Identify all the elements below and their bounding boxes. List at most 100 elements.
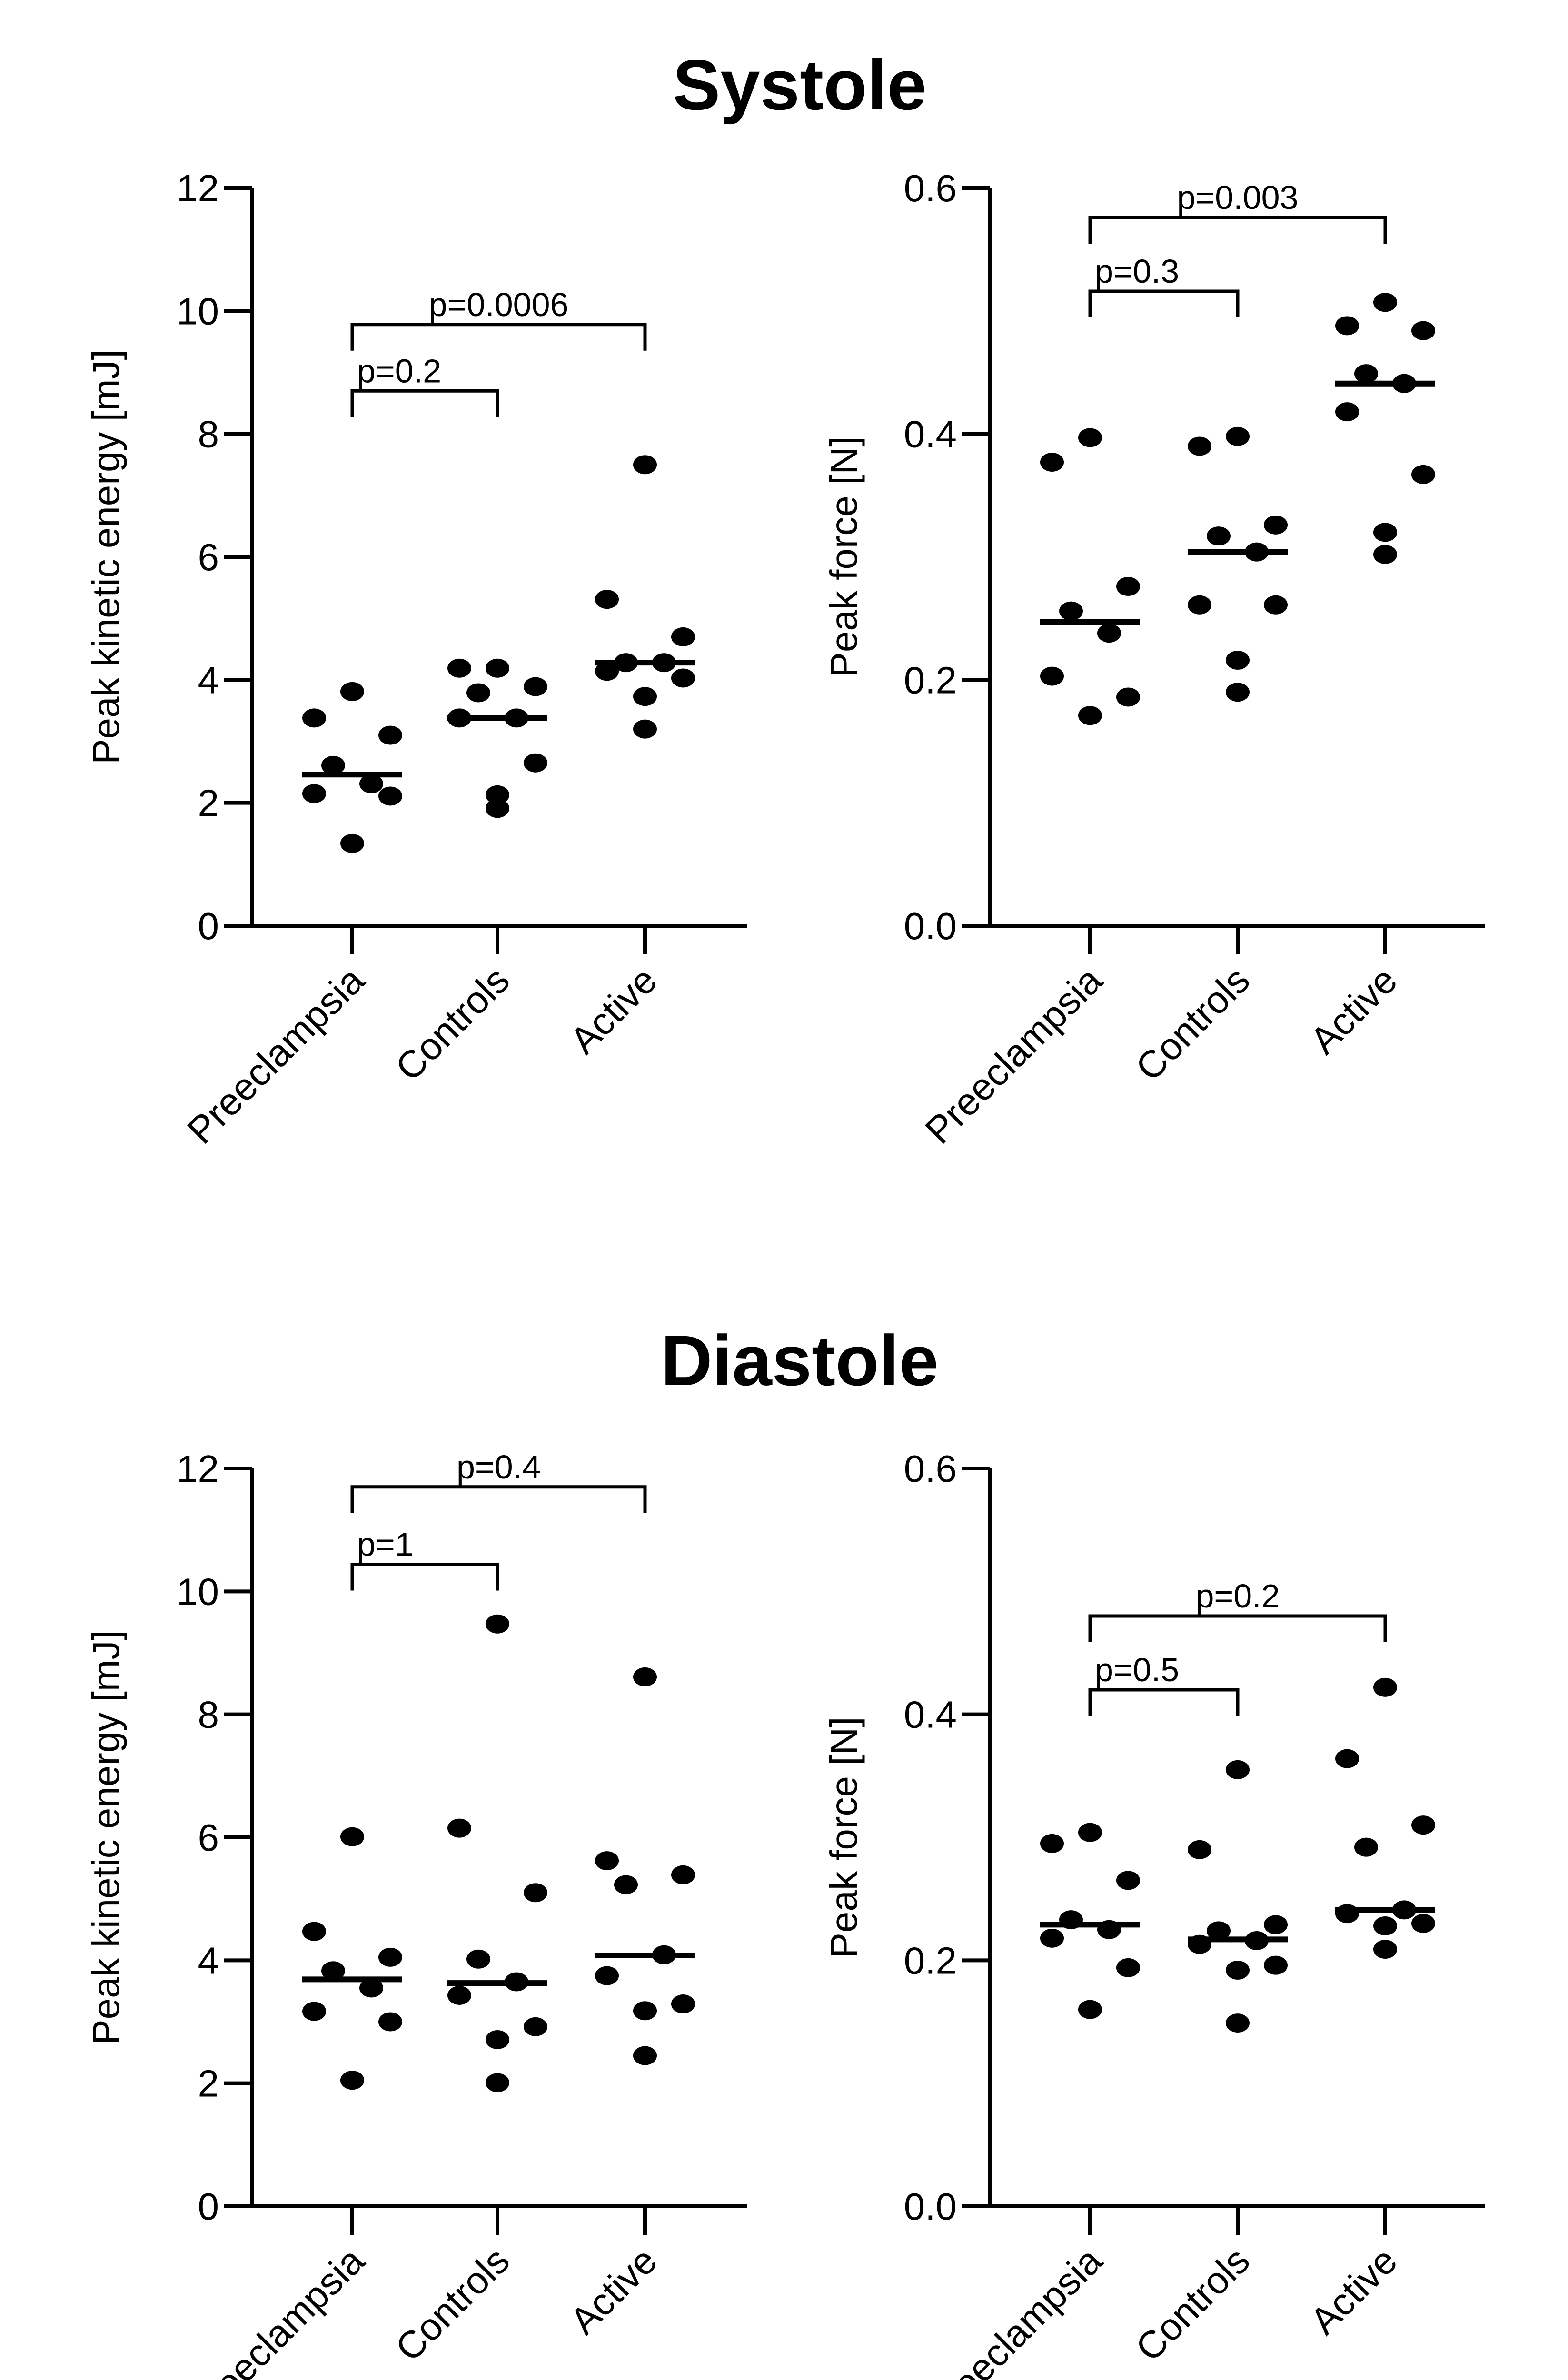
data-point-preeclampsia [1078, 428, 1102, 447]
data-point-controls [466, 683, 490, 703]
data-point-controls [486, 785, 509, 804]
data-point-controls [486, 2030, 509, 2049]
significance-bracket [350, 1563, 499, 1591]
data-point-preeclampsia [302, 708, 326, 728]
panel-systole-kinetic-energy: 0 2 4 6 8 10 12 Peak kinetic energy [mJ] Preecla… [85, 167, 747, 1152]
y-tick-label: 0.6 [904, 167, 957, 209]
data-point-preeclampsia [359, 774, 383, 793]
data-point-active [1373, 1940, 1397, 1959]
data-point-controls [1188, 436, 1211, 456]
significance-bracket [350, 323, 647, 351]
panel-systole-peak-force: 0.0 0.2 0.4 0.6 Peak force [N] Preeclampsia Co… [823, 167, 1485, 1152]
y-tick-label: 8 [198, 413, 219, 456]
data-point-controls [1207, 526, 1231, 546]
data-point-controls [1264, 515, 1288, 535]
data-point-active [671, 627, 695, 646]
y-axis-title: Peak kinetic energy [mJ] [85, 1630, 127, 2044]
data-point-controls [524, 677, 547, 696]
x-tick-label-active: Active [1302, 959, 1405, 1062]
y-tick-label: 0.0 [904, 2185, 957, 2228]
p-value-label: p=0.2 [357, 352, 441, 389]
data-point-preeclampsia [378, 786, 402, 806]
data-point-active [1411, 321, 1435, 340]
panel-diastole-peak-force: 0.0 0.2 0.4 0.6 Peak force [N] Preeclampsia Co… [823, 1448, 1485, 2380]
significance-bracket [1088, 216, 1387, 244]
y-tick-label: 0.4 [904, 413, 957, 456]
data-point-controls [1264, 1955, 1288, 1975]
data-point-controls [1226, 1961, 1250, 1980]
data-point-active [1411, 1914, 1435, 1933]
data-point-active [633, 719, 657, 739]
y-tick-label: 8 [198, 1694, 219, 1736]
data-point-active [633, 1667, 657, 1686]
data-point-controls [1264, 595, 1288, 615]
x-tick-label-preeclampsia: Preeclampsia [179, 2239, 372, 2380]
data-point-controls [1207, 1921, 1231, 1941]
y-axis-title: Peak force [N] [823, 1717, 865, 1958]
data-point-preeclampsia [378, 2012, 402, 2032]
data-point-active [633, 455, 657, 475]
y-tick-label: 0.2 [904, 1939, 957, 1982]
data-point-active [1373, 293, 1397, 312]
x-tick-label-controls: Controls [1127, 2239, 1258, 2370]
data-point-active [614, 1875, 638, 1894]
data-point-preeclampsia [340, 1827, 364, 1846]
y-tick-label: 10 [177, 1570, 219, 1613]
y-tick-label: 6 [198, 536, 219, 578]
p-value-label: p=0.5 [1095, 1651, 1179, 1688]
data-point-active [633, 2046, 657, 2065]
data-point-active [1335, 316, 1359, 336]
data-point-controls [524, 2017, 547, 2036]
data-point-active [1373, 1677, 1397, 1697]
data-point-controls [486, 1614, 509, 1634]
data-point-controls [447, 658, 471, 678]
x-tick-label-preeclampsia: Preeclampsia [179, 959, 372, 1152]
data-point-preeclampsia [1078, 1823, 1102, 1842]
data-point-preeclampsia [1116, 577, 1140, 596]
data-point-active [595, 1851, 619, 1871]
data-point-preeclampsia [302, 1922, 326, 1941]
x-tick-label-preeclampsia: Preeclampsia [917, 2239, 1110, 2380]
data-point-controls [486, 799, 509, 818]
y-tick-label: 0.0 [904, 905, 957, 947]
x-tick-label-active: Active [562, 2239, 665, 2342]
y-tick-label: 2 [198, 782, 219, 824]
data-point-active [1373, 545, 1397, 564]
data-point-active [1335, 1749, 1359, 1768]
y-tick-label: 4 [198, 659, 219, 701]
data-point-preeclampsia [321, 1961, 345, 1981]
significance-bracket [1088, 1614, 1387, 1642]
p-value-label: p=0.4 [457, 1448, 541, 1486]
x-tick-label-preeclampsia: Preeclampsia [917, 959, 1110, 1152]
data-point-active [1411, 465, 1435, 484]
significance-bracket [350, 389, 499, 417]
y-axis-title: Peak kinetic energy [mJ] [85, 349, 127, 764]
data-point-preeclampsia [302, 2002, 326, 2021]
data-point-controls [447, 1818, 471, 1838]
data-point-active [595, 590, 619, 609]
data-point-controls [524, 753, 547, 773]
data-point-preeclampsia [378, 725, 402, 745]
data-point-active [595, 662, 619, 681]
section-title-systole: Systole [673, 45, 927, 125]
data-point-controls [1226, 2013, 1250, 2033]
y-tick-label: 4 [198, 1939, 219, 1982]
p-value-label: p=0.003 [1177, 179, 1299, 216]
data-point-preeclampsia [1078, 2000, 1102, 2019]
y-tick-label: 6 [198, 1816, 219, 1859]
data-point-controls [486, 2073, 509, 2092]
data-point-active [671, 668, 695, 688]
y-tick-label: 0.2 [904, 659, 957, 701]
panel-diastole-kinetic-energy: 0 2 4 6 8 10 12 Peak kinetic energy [mJ] Preecla… [85, 1448, 747, 2380]
data-point-preeclampsia [1040, 666, 1064, 686]
data-point-preeclampsia [1116, 687, 1140, 707]
x-tick-label-active: Active [562, 959, 665, 1062]
data-point-active [671, 1865, 695, 1884]
data-point-active [1373, 1916, 1397, 1935]
p-value-label: p=0.0006 [429, 286, 569, 323]
data-point-preeclampsia [321, 755, 345, 775]
data-point-preeclampsia [340, 682, 364, 701]
data-point-preeclampsia [378, 1947, 402, 1967]
data-point-controls [447, 1985, 471, 2005]
significance-bracket [1088, 1688, 1240, 1716]
